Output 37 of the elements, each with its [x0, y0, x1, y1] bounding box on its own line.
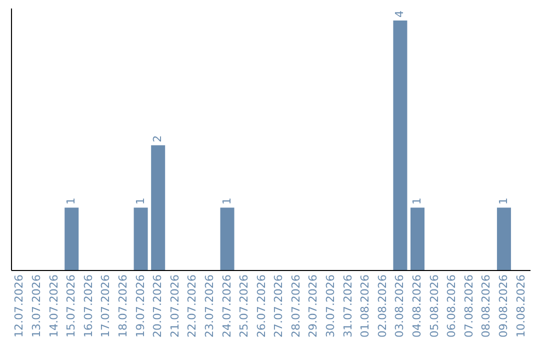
x-tick-label: 06.08.2026: [445, 274, 458, 338]
x-tick-label: 23.07.2026: [202, 274, 216, 338]
x-tick-label: 13.07.2026: [30, 274, 44, 338]
x-tick-label: 29.07.2026: [306, 274, 320, 338]
x-tick-label: 21.07.2026: [168, 274, 182, 338]
x-tick-label: 27.07.2026: [272, 274, 286, 338]
x-tick-label: 15.07.2026: [64, 274, 78, 338]
x-tick-label: 19.07.2026: [134, 274, 147, 338]
x-tick-label: 16.07.2026: [82, 274, 95, 338]
x-tick-label: 20.07.2026: [151, 274, 164, 338]
data-label: 2: [151, 135, 164, 142]
data-label: 1: [134, 198, 147, 205]
x-tick-label: 28.07.2026: [289, 274, 302, 338]
x-tick-label: 10.08.2026: [514, 274, 528, 338]
x-tick-label: 07.08.2026: [462, 274, 476, 338]
x-tick-label: 22.07.2026: [186, 274, 199, 338]
x-tick-label: 05.08.2026: [428, 274, 441, 338]
x-tick-label: 01.08.2026: [358, 274, 372, 338]
x-tick-label: 14.07.2026: [47, 274, 60, 338]
x-tick-label: 26.07.2026: [254, 274, 268, 338]
x-tick-label: 08.08.2026: [480, 274, 493, 338]
data-label: 1: [496, 198, 510, 205]
x-tick-label: 17.07.2026: [99, 274, 112, 338]
x-tick-label: 03.08.2026: [393, 274, 406, 338]
x-tick-label: 31.07.2026: [341, 274, 354, 338]
x-tick-label: 02.08.2026: [376, 274, 389, 338]
data-label: 1: [220, 198, 234, 205]
data-label: 1: [64, 198, 78, 205]
x-tick-label: 09.08.2026: [496, 274, 510, 338]
data-label: 4: [393, 10, 406, 18]
x-tick-label: 18.07.2026: [116, 274, 130, 338]
x-tick-label: 12.07.2026: [12, 274, 26, 338]
x-tick-label: 04.08.2026: [410, 274, 424, 338]
x-tick-label: 30.07.2026: [324, 274, 338, 338]
x-tick-label: 24.07.2026: [220, 274, 234, 338]
data-label: 1: [410, 198, 424, 205]
x-tick-label: 25.07.2026: [238, 274, 251, 338]
